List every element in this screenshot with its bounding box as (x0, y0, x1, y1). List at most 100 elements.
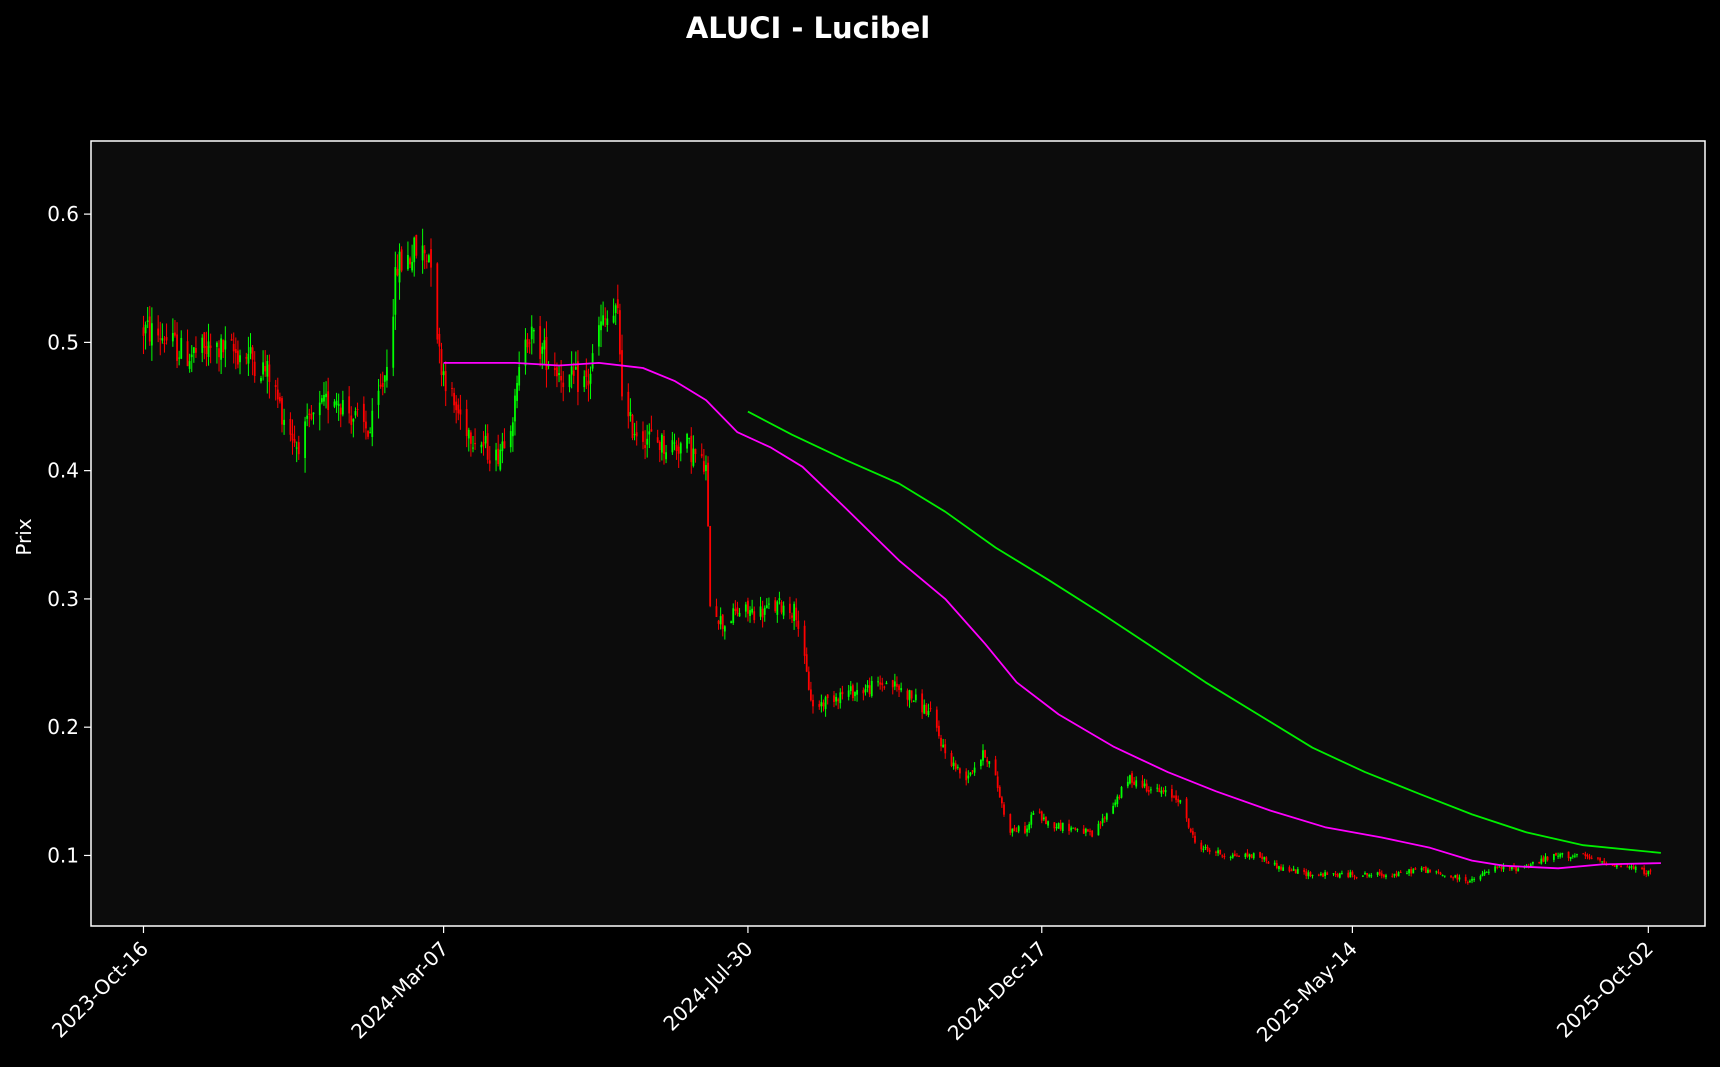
candle-body-down (1103, 817, 1106, 819)
candle-body-up (1324, 872, 1327, 877)
candle-body-up (988, 761, 991, 764)
candle-body-up (1296, 869, 1299, 874)
candle-body-down (971, 770, 974, 772)
candle-body-up (260, 377, 262, 382)
candle-body-up (480, 444, 483, 448)
candle-body-down (1456, 874, 1459, 880)
candle-body-down (709, 526, 712, 607)
candle-body-up (1026, 828, 1028, 833)
candle-body-up (778, 598, 781, 601)
candle-body-down (585, 370, 588, 377)
candle-body-down (218, 348, 220, 358)
candle-body-up (1393, 874, 1396, 876)
candle-body-down (925, 704, 928, 715)
candle-body-down (862, 690, 865, 694)
candle-body-up (956, 766, 959, 768)
candle-body-up (392, 316, 395, 368)
candle-body-up (1070, 827, 1073, 831)
candle-body-down (528, 342, 531, 344)
candle-body-down (1200, 842, 1203, 850)
candle-body-up (1544, 856, 1547, 862)
candle-body-up (524, 339, 527, 366)
candle-body-up (629, 412, 632, 416)
candle-body-up (411, 261, 414, 271)
candle-body-down (868, 685, 871, 695)
candle-body-up (239, 355, 241, 363)
candle-body-down (616, 299, 619, 309)
candle-body-up (1032, 812, 1035, 815)
candle-body-down (694, 448, 697, 455)
candle-body-up (1485, 871, 1488, 873)
candle-body-down (1422, 867, 1425, 869)
candle-body-down (1450, 875, 1452, 878)
candle-body-up (283, 419, 285, 425)
y-tick-label: 0.1 (47, 843, 79, 867)
candle-body-up (1561, 853, 1564, 855)
candle-body-down (1588, 856, 1591, 859)
candle-body-down (577, 361, 579, 392)
candle-body-down (797, 620, 800, 629)
candle-body-down (1170, 789, 1173, 798)
candle-body-up (768, 603, 770, 605)
candle-body-down (148, 316, 151, 342)
y-axis: 0.1 0.2 0.3 0.4 0.5 0.6 (47, 202, 91, 867)
candle-body-up (247, 353, 250, 364)
candle-body-down (717, 620, 720, 624)
candle-body-down (1464, 877, 1467, 882)
x-tick-label: 2024-Dec-17 (943, 937, 1052, 1046)
candle-body-up (776, 601, 779, 615)
candle-body-down (1250, 854, 1253, 858)
candle-body-up (1630, 866, 1633, 868)
candle-body-down (812, 699, 814, 707)
candle-body-up (1441, 875, 1444, 877)
candle-body-up (1412, 869, 1415, 874)
candle-body-down (1597, 857, 1599, 859)
candle-body-up (1061, 822, 1064, 831)
candle-body-down (1185, 798, 1188, 819)
candle-body-down (232, 343, 235, 352)
candle-body-down (747, 600, 749, 614)
candle-body-down (367, 430, 369, 437)
candle-body-down (291, 433, 294, 441)
candle-body-down (1118, 796, 1121, 799)
candle-body-up (1517, 868, 1520, 872)
candle-body-up (856, 690, 858, 695)
candle-body-down (700, 453, 703, 457)
candle-body-down (1059, 822, 1062, 830)
candle-body-up (1057, 823, 1060, 829)
candle-body-up (877, 681, 879, 683)
candle-body-up (1494, 866, 1497, 872)
candle-body-down (677, 446, 680, 454)
candle-body-down (1626, 866, 1629, 868)
candle-body-up (501, 441, 504, 452)
candle-body-up (1529, 864, 1532, 867)
candle-body-up (942, 744, 945, 748)
candle-body-up (583, 376, 586, 388)
candle-body-up (923, 704, 926, 714)
candle-body-up (398, 251, 401, 283)
candle-body-up (660, 434, 663, 453)
candle-body-up (719, 616, 722, 625)
y-tick-label: 0.2 (47, 715, 79, 739)
candle-body-down (430, 249, 432, 268)
candle-body-up (1559, 853, 1562, 857)
candle-body-up (1105, 813, 1108, 820)
candle-body-down (753, 611, 756, 621)
candle-body-down (1582, 853, 1585, 855)
candle-body-down (627, 391, 630, 417)
candle-body-down (379, 384, 382, 387)
candle-body-down (1131, 773, 1133, 783)
candle-body-down (1145, 783, 1148, 792)
candle-body-down (1366, 873, 1368, 876)
candle-body-down (545, 336, 548, 370)
candle-body-up (1112, 805, 1115, 814)
candle-body-up (824, 697, 827, 710)
candle-body-down (1603, 860, 1606, 863)
candle-body-down (1649, 870, 1652, 872)
candle-body-up (371, 410, 374, 437)
candle-body-up (1278, 866, 1280, 870)
x-axis: 2023-Oct-16 2024-Mar-07 2024-Jul-30 2024-De… (47, 926, 1658, 1047)
candle-body-down (1305, 871, 1308, 877)
candle-body-down (453, 392, 455, 406)
candle-body-up (428, 255, 430, 263)
